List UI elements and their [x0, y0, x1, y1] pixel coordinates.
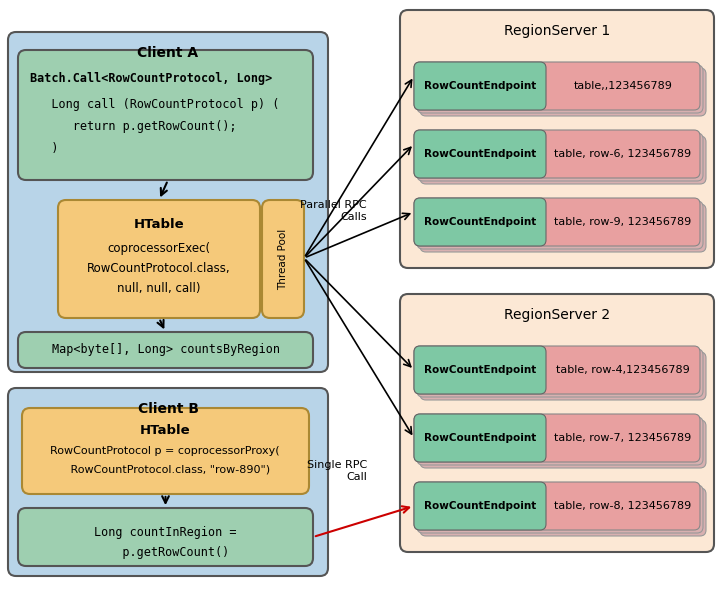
Text: RowCountEndpoint: RowCountEndpoint [424, 501, 536, 511]
Text: RegionServer 2: RegionServer 2 [504, 308, 610, 322]
Text: table, row-8, 123456789: table, row-8, 123456789 [554, 501, 692, 511]
Text: RowCountProtocol.class,: RowCountProtocol.class, [87, 262, 231, 275]
FancyBboxPatch shape [414, 130, 700, 178]
Text: Thread Pool: Thread Pool [278, 229, 288, 290]
FancyBboxPatch shape [414, 346, 700, 394]
FancyBboxPatch shape [417, 485, 703, 533]
Text: HTable: HTable [134, 218, 184, 231]
Text: null, null, call): null, null, call) [117, 282, 201, 295]
FancyBboxPatch shape [400, 10, 714, 268]
FancyBboxPatch shape [417, 133, 703, 181]
FancyBboxPatch shape [414, 346, 546, 394]
FancyBboxPatch shape [18, 508, 313, 566]
Text: RowCountEndpoint: RowCountEndpoint [424, 149, 536, 159]
Text: p.getRowCount(): p.getRowCount() [101, 546, 229, 559]
FancyBboxPatch shape [414, 482, 700, 530]
FancyBboxPatch shape [18, 50, 313, 180]
FancyBboxPatch shape [414, 414, 700, 462]
FancyBboxPatch shape [420, 352, 706, 400]
FancyBboxPatch shape [420, 204, 706, 252]
Text: coprocessorExec(: coprocessorExec( [108, 242, 211, 255]
Text: RowCountProtocol p = coprocessorProxy(: RowCountProtocol p = coprocessorProxy( [51, 446, 280, 456]
FancyBboxPatch shape [417, 201, 703, 249]
Text: ): ) [30, 142, 58, 155]
Text: Client B: Client B [137, 402, 199, 416]
FancyBboxPatch shape [420, 420, 706, 468]
Text: RowCountEndpoint: RowCountEndpoint [424, 81, 536, 91]
FancyBboxPatch shape [414, 198, 700, 246]
Text: RowCountEndpoint: RowCountEndpoint [424, 217, 536, 227]
FancyBboxPatch shape [417, 65, 703, 113]
Text: Map<byte[], Long> countsByRegion: Map<byte[], Long> countsByRegion [51, 343, 279, 356]
Text: RowCountEndpoint: RowCountEndpoint [424, 433, 536, 443]
FancyBboxPatch shape [414, 198, 546, 246]
FancyBboxPatch shape [18, 332, 313, 368]
Text: RegionServer 1: RegionServer 1 [504, 24, 610, 38]
FancyBboxPatch shape [414, 130, 546, 178]
FancyBboxPatch shape [420, 488, 706, 536]
Text: table, row-4,123456789: table, row-4,123456789 [556, 365, 690, 375]
Text: table, row-6, 123456789: table, row-6, 123456789 [554, 149, 692, 159]
FancyBboxPatch shape [414, 62, 700, 110]
FancyBboxPatch shape [58, 200, 260, 318]
FancyBboxPatch shape [262, 200, 304, 318]
Text: Single RPC
Call: Single RPC Call [307, 460, 367, 482]
FancyBboxPatch shape [22, 408, 309, 494]
Text: table,,123456789: table,,123456789 [573, 81, 672, 91]
Text: HTable: HTable [139, 424, 191, 437]
FancyBboxPatch shape [420, 136, 706, 184]
FancyBboxPatch shape [414, 62, 546, 110]
Text: Batch.Call<RowCountProtocol, Long>: Batch.Call<RowCountProtocol, Long> [30, 72, 272, 85]
Text: table, row-9, 123456789: table, row-9, 123456789 [554, 217, 692, 227]
Text: table, row-7, 123456789: table, row-7, 123456789 [554, 433, 692, 443]
FancyBboxPatch shape [417, 417, 703, 465]
Text: RowCountProtocol.class, "row-890"): RowCountProtocol.class, "row-890") [60, 464, 270, 474]
Text: Long countInRegion =: Long countInRegion = [94, 526, 236, 539]
FancyBboxPatch shape [8, 32, 328, 372]
Text: Parallel RPC
Calls: Parallel RPC Calls [300, 200, 367, 221]
Text: Long call (RowCountProtocol p) (: Long call (RowCountProtocol p) ( [30, 98, 279, 111]
FancyBboxPatch shape [414, 414, 546, 462]
Text: return p.getRowCount();: return p.getRowCount(); [30, 120, 237, 133]
FancyBboxPatch shape [8, 388, 328, 576]
FancyBboxPatch shape [400, 294, 714, 552]
FancyBboxPatch shape [417, 349, 703, 397]
FancyBboxPatch shape [414, 482, 546, 530]
Text: RowCountEndpoint: RowCountEndpoint [424, 365, 536, 375]
FancyBboxPatch shape [420, 68, 706, 116]
Text: Client A: Client A [137, 46, 199, 60]
